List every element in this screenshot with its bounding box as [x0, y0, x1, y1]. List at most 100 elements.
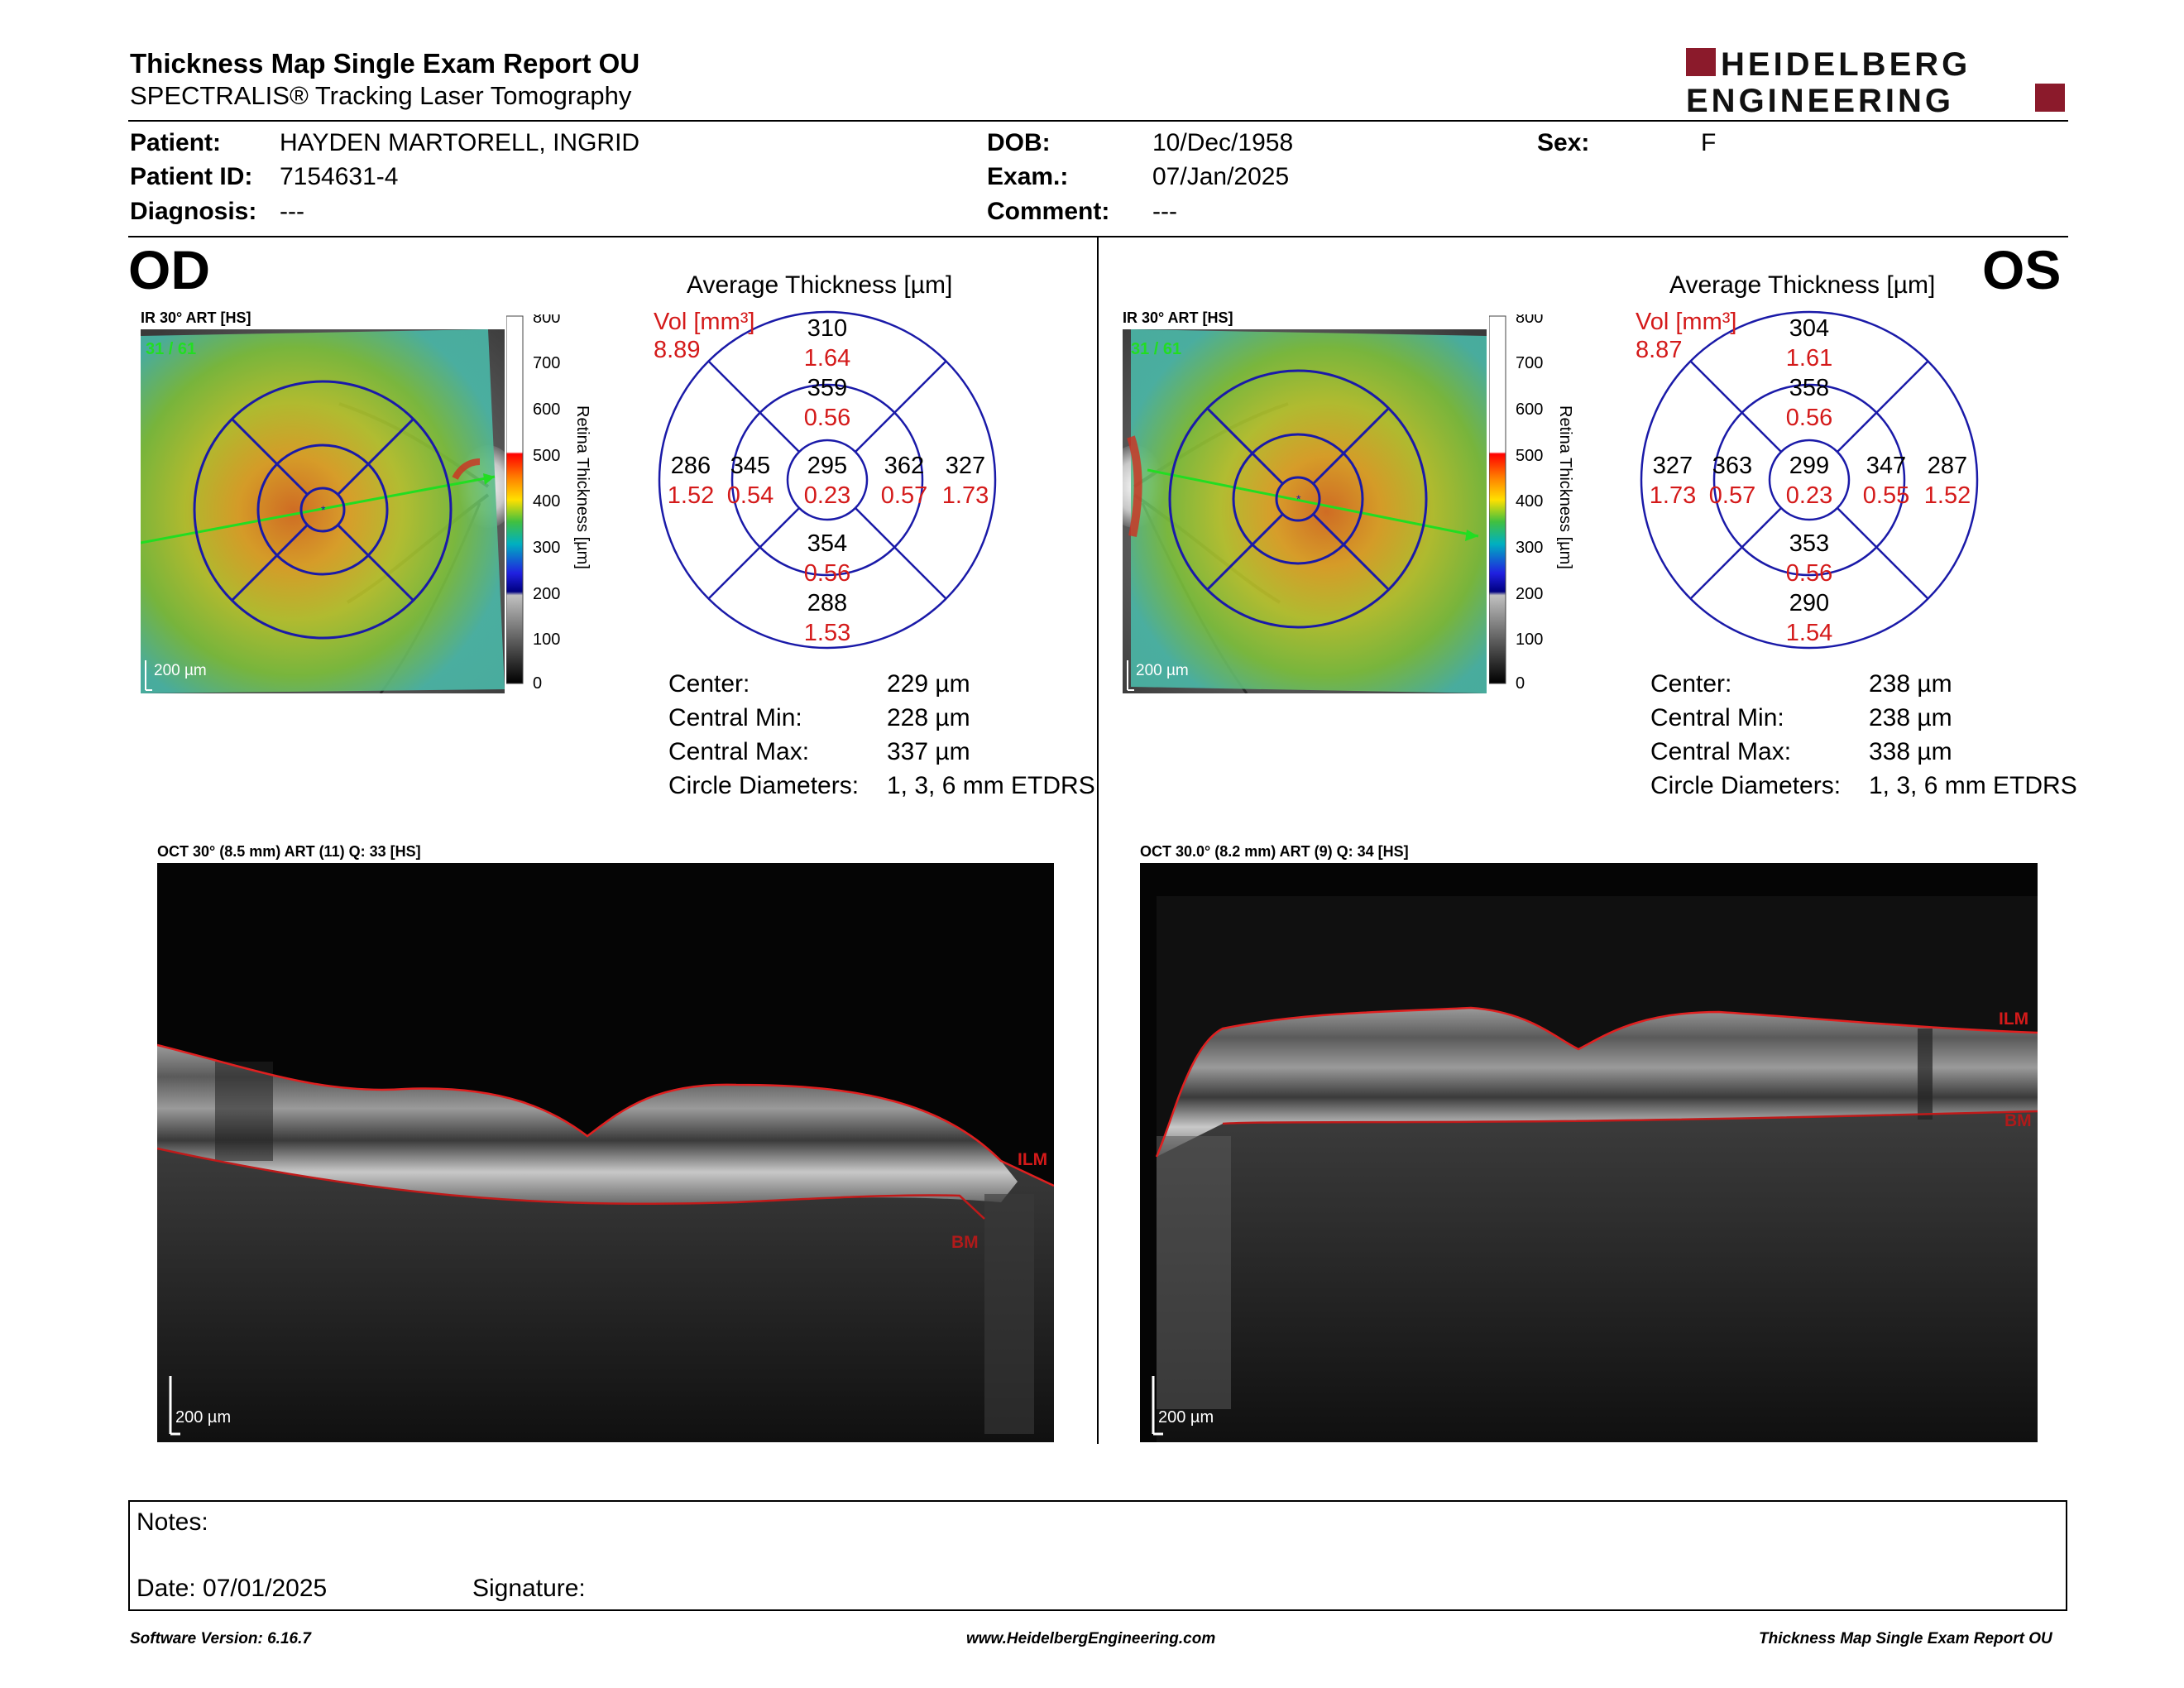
os-inner-right-volume: 0.55	[1863, 482, 1909, 509]
od-diam-value: 1, 3, 6 mm ETDRS	[887, 772, 1095, 799]
od-oct-bscan: ILM BM 200 µm	[156, 863, 1055, 1442]
os-outer-sup-thickness: 304	[1789, 315, 1829, 342]
od-frame-count: 31 / 61	[146, 340, 196, 358]
od-outer-right-volume: 1.73	[942, 482, 989, 509]
od-cb-tick-200: 200	[533, 585, 560, 603]
od-inner-sup-thickness: 359	[807, 375, 847, 401]
patient-label: Patient:	[130, 129, 222, 156]
od-inner-left-thickness: 345	[730, 453, 770, 479]
patient-id-label: Patient ID:	[130, 163, 253, 190]
os-inner-sup-volume: 0.56	[1786, 405, 1832, 431]
os-diam-value: 1, 3, 6 mm ETDRS	[1869, 772, 2077, 799]
diagnosis-value: ---	[280, 198, 304, 225]
os-center-value: 238 µm	[1869, 670, 1952, 698]
os-oct-scale: 200 µm	[1158, 1408, 1214, 1427]
od-ir-caption: IR 30° ART [HS]	[141, 309, 251, 326]
od-colorbar-label: Retina Thickness [µm]	[573, 405, 592, 569]
od-outer-inf-thickness: 288	[807, 590, 847, 616]
od-cmax-label: Central Max:	[668, 738, 810, 765]
os-cb-tick-600: 600	[1516, 400, 1543, 419]
os-cmin-label: Central Min:	[1650, 704, 1784, 731]
footer-website[interactable]: www.HeidelbergEngineering.com	[966, 1630, 1216, 1647]
os-oct-caption: OCT 30.0° (8.2 mm) ART (9) Q: 34 [HS]	[1140, 843, 1409, 860]
od-center-value: 229 µm	[887, 670, 970, 698]
od-cb-tick-800: 800	[533, 314, 560, 327]
od-inner-sup-volume: 0.56	[804, 405, 850, 431]
os-oct-bscan: ILM BM 200 µm	[1140, 863, 2038, 1442]
logo-line2: ENGINEERING	[1686, 83, 1954, 117]
od-cb-tick-400: 400	[533, 492, 560, 511]
os-center-thickness: 299	[1789, 453, 1829, 479]
od-outer-right-thickness: 327	[946, 453, 985, 479]
notes-box[interactable]: Notes: Date: 07/01/2025 Signature:	[128, 1500, 2067, 1611]
od-diam-label: Circle Diameters:	[668, 772, 860, 799]
os-cb-tick-400: 400	[1516, 492, 1543, 511]
os-inner-left-thickness: 363	[1712, 453, 1752, 479]
od-center-thickness: 295	[807, 453, 847, 479]
od-oct-scale: 200 µm	[175, 1408, 231, 1427]
od-vol-label: Vol [mm³]	[654, 309, 755, 335]
od-fundus-scale: 200 µm	[154, 662, 207, 679]
os-eye-label: OS	[1982, 239, 2062, 300]
od-vol-total: 8.89	[654, 337, 701, 363]
dob-label: DOB:	[987, 129, 1051, 156]
footer-report-name: Thickness Map Single Exam Report OU	[1759, 1630, 2052, 1647]
os-cmin-value: 238 µm	[1869, 704, 1952, 731]
os-outer-inf-thickness: 290	[1789, 590, 1829, 616]
os-outer-right-thickness: 287	[1928, 453, 1967, 479]
os-outer-left-thickness: 327	[1653, 453, 1693, 479]
patient-id: 7154631-4	[280, 163, 399, 190]
svg-text:*: *	[321, 503, 326, 516]
os-cmax-value: 338 µm	[1869, 738, 1952, 765]
os-inner-left-volume: 0.57	[1709, 482, 1755, 509]
os-outer-inf-volume: 1.54	[1786, 620, 1832, 646]
os-outer-right-volume: 1.52	[1924, 482, 1971, 509]
eye-divider	[1097, 237, 1099, 1444]
od-inner-inf-thickness: 354	[807, 530, 847, 557]
patient-name: HAYDEN MARTORELL, INGRID	[280, 129, 640, 156]
od-fundus-thickness-map: * 31 / 61 200 µm	[140, 329, 518, 694]
os-colorbar: 800 700 600 500 400 300 200 100 0 Retina…	[1488, 309, 1580, 695]
os-cb-tick-100: 100	[1516, 631, 1543, 649]
od-cb-tick-700: 700	[533, 354, 560, 372]
od-bm-label: BM	[951, 1233, 979, 1252]
comment-value: ---	[1152, 198, 1177, 225]
heidelberg-logo: HEIDELBERG ENGINEERING	[1686, 46, 2067, 119]
os-outer-sup-volume: 1.61	[1786, 345, 1832, 372]
diagnosis-label: Diagnosis:	[130, 198, 257, 225]
svg-text:*: *	[1296, 492, 1301, 506]
od-inner-right-thickness: 362	[884, 453, 924, 479]
exam-value: 07/Jan/2025	[1152, 163, 1290, 190]
os-inner-right-thickness: 347	[1866, 453, 1906, 479]
od-eye-label: OD	[128, 239, 210, 300]
os-fundus-scale: 200 µm	[1136, 662, 1189, 679]
od-colorbar: 800 700 600 500 400 300 200 100 0 Retina…	[505, 309, 597, 695]
os-outer-left-volume: 1.73	[1650, 482, 1696, 509]
od-cb-tick-500: 500	[533, 447, 560, 465]
os-cb-tick-200: 200	[1516, 585, 1543, 603]
report-subtitle: SPECTRALIS® Tracking Laser Tomography	[130, 81, 632, 110]
od-oct-caption: OCT 30° (8.5 mm) ART (11) Q: 33 [HS]	[157, 843, 421, 860]
od-center-volume: 0.23	[804, 482, 850, 509]
os-center-volume: 0.23	[1786, 482, 1832, 509]
os-inner-sup-thickness: 358	[1789, 375, 1829, 401]
od-inner-left-volume: 0.54	[727, 482, 774, 509]
os-inner-inf-thickness: 353	[1789, 530, 1829, 557]
od-outer-inf-volume: 1.53	[804, 620, 850, 646]
exam-label: Exam.:	[987, 163, 1069, 190]
os-vol-label: Vol [mm³]	[1636, 309, 1737, 335]
os-vol-total: 8.87	[1636, 337, 1683, 363]
od-cb-tick-0: 0	[533, 674, 542, 693]
od-etdrs-grid: 310 1.64 359 0.56 295 0.23 345 0.54 362 …	[637, 306, 1018, 662]
os-cb-tick-800: 800	[1516, 314, 1543, 327]
sex-value: F	[1701, 129, 1717, 156]
od-inner-right-volume: 0.57	[881, 482, 927, 509]
os-fundus-thickness-map: * 31 / 61 200 µm	[1104, 329, 1487, 694]
os-center-label: Center:	[1650, 670, 1732, 698]
report-title: Thickness Map Single Exam Report OU	[130, 48, 640, 79]
os-cb-tick-700: 700	[1516, 354, 1543, 372]
os-ir-caption: IR 30° ART [HS]	[1123, 309, 1233, 326]
footer-software: Software Version: 6.16.7	[130, 1630, 311, 1647]
os-avg-title: Average Thickness [µm]	[1669, 271, 1936, 299]
comment-label: Comment:	[987, 198, 1110, 225]
